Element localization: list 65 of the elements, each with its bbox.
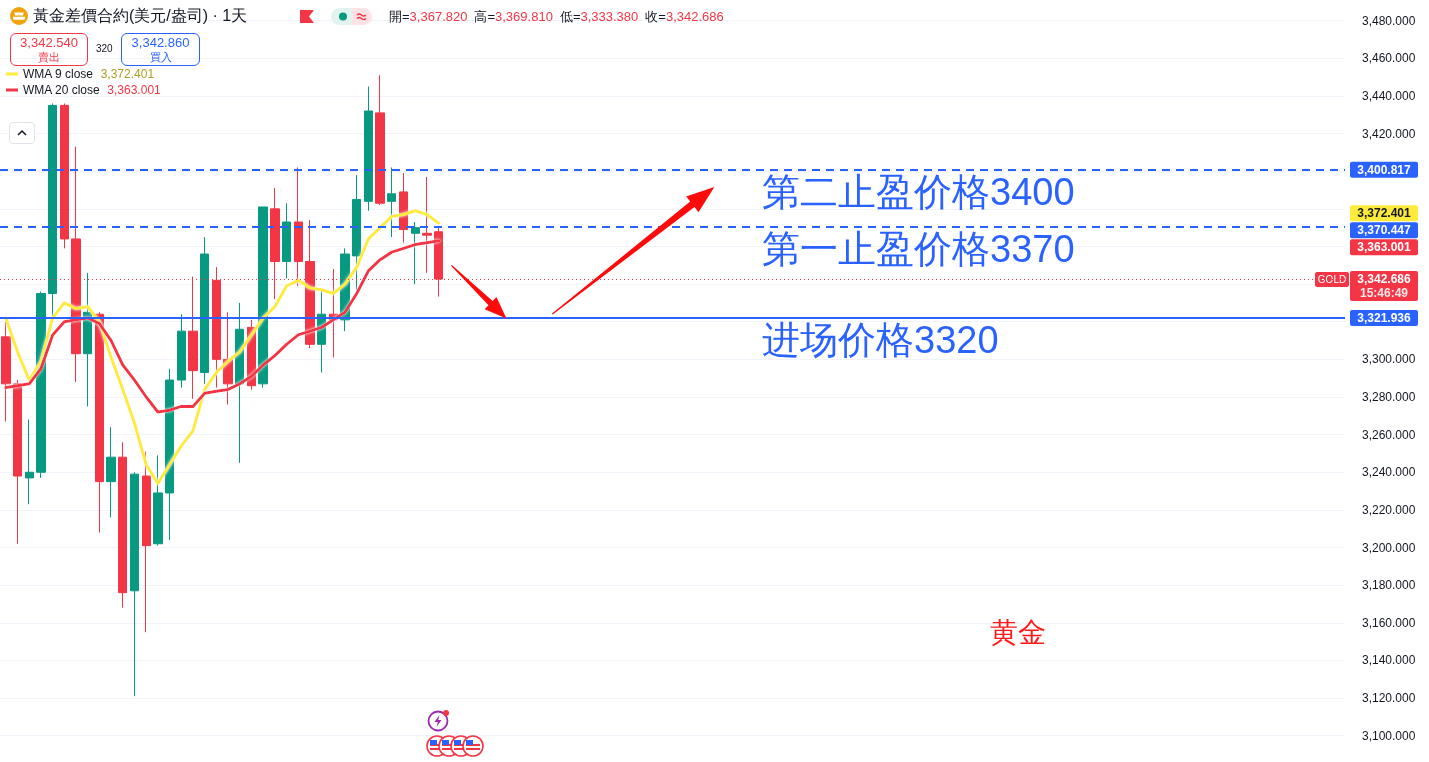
candlestick <box>375 74 385 206</box>
annotation: 黄金 <box>990 616 1046 650</box>
y-tick-label: 3,100.000 <box>1362 728 1416 743</box>
candlestick <box>118 441 127 609</box>
candlestick <box>399 172 408 244</box>
ref-line-label: GOLD <box>1317 274 1347 286</box>
candlestick <box>25 419 34 505</box>
candlestick <box>60 102 69 249</box>
y-tick-label: 3,240.000 <box>1362 465 1416 480</box>
candlestick <box>411 221 420 285</box>
legend-label: WMA 9 close <box>23 67 94 81</box>
text: 3,400.817 <box>1357 162 1412 177</box>
candlestick <box>352 174 361 291</box>
y-tick-label: 3,300.000 <box>1362 352 1416 367</box>
candlestick <box>200 236 209 385</box>
y-tick-label: 3,140.000 <box>1362 653 1416 668</box>
candlestick <box>165 368 174 541</box>
candlestick <box>106 426 116 518</box>
annotation: 賣出 <box>37 51 61 64</box>
y-tick-label: 3,280.000 <box>1362 389 1416 404</box>
y-tick-label: 3,200.000 <box>1362 540 1416 555</box>
candlestick <box>282 202 291 279</box>
candlestick <box>83 272 92 407</box>
candlestick <box>294 166 303 287</box>
ref-line-label: 第二止盈价格3400 <box>762 170 1075 213</box>
y-tick-label: 3,440.000 <box>1362 88 1416 103</box>
annotation: 開=3,367.820 <box>389 9 468 24</box>
text: 3,370.447 <box>1357 223 1412 238</box>
annotation: 買入 <box>148 51 173 64</box>
y-tick-label: 3,180.000 <box>1362 578 1416 593</box>
text: 3,363.001 <box>1357 240 1411 255</box>
y-tick-label: 3,260.000 <box>1362 427 1416 442</box>
y-tick-label: 3,120.000 <box>1362 691 1416 706</box>
text: 3,342.686 <box>1357 272 1412 287</box>
candlestick <box>153 454 163 547</box>
y-tick-label: 3,160.000 <box>1362 615 1416 630</box>
ref-line-label: 第一止盈价格3370 <box>762 227 1075 270</box>
candlestick <box>130 471 139 697</box>
text: 15:46:49 <box>1359 286 1409 301</box>
candlestick <box>235 302 244 464</box>
candlestick <box>142 451 151 633</box>
text: 3,321.936 <box>1357 311 1412 326</box>
legend-label: WMA 20 close <box>23 83 101 97</box>
annotation: 3,372.401 <box>100 67 155 81</box>
candlestick <box>387 166 396 238</box>
ref-line-label: 进场价格3320 <box>762 319 999 362</box>
annotation: 320 <box>96 43 113 55</box>
line-series <box>4 209 441 486</box>
annotation: 低=3,333.380 <box>559 9 639 24</box>
y-tick-label: 3,480.000 <box>1362 13 1416 28</box>
y-tick-label: 3,460.000 <box>1362 51 1416 66</box>
text: 3,372.401 <box>1357 206 1411 221</box>
candlestick <box>48 102 57 319</box>
annotation: 收=3,342.686 <box>645 9 724 24</box>
annotation: 3,342.860 <box>130 35 191 51</box>
candlestick <box>177 313 186 389</box>
annotation: 3,363.001 <box>107 83 162 97</box>
annotation: 3,342.540 <box>19 35 79 51</box>
annotation: 高=3,369.810 <box>474 9 553 24</box>
y-tick-label: 3,420.000 <box>1362 126 1416 141</box>
y-tick-label: 3,220.000 <box>1362 502 1416 517</box>
candlestick <box>223 311 233 406</box>
candlestick <box>364 86 373 212</box>
candlestick <box>258 206 268 389</box>
chart-title: 黃金差價合約(美元/盎司) · 1天 <box>33 6 248 26</box>
